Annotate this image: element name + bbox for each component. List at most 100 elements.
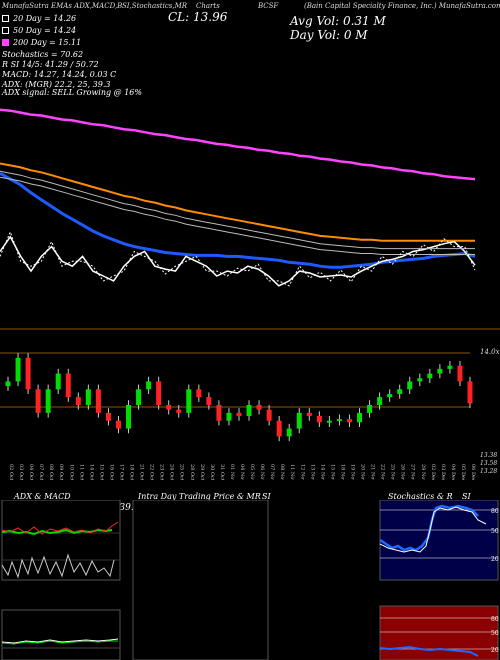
- candle-body: [326, 420, 332, 423]
- rsi-value: R SI 14/5: 41.29 / 50.72: [2, 60, 99, 69]
- candle-body: [126, 405, 132, 429]
- candle-body: [176, 409, 182, 413]
- ticker: BCSF: [258, 2, 279, 10]
- date-label: 24 Oct: [169, 464, 175, 480]
- price-label-3: 13.28: [480, 468, 498, 475]
- date-label: 01 Nov: [229, 464, 235, 480]
- date-label: 21 Nov: [370, 464, 376, 480]
- ema-chart: [0, 108, 500, 330]
- date-label: 02 Oct: [8, 464, 14, 480]
- date-label: 14 Oct: [88, 464, 94, 480]
- ema-20-line: [0, 171, 476, 269]
- date-label: 04 Oct: [28, 464, 34, 480]
- date-label: 31 Oct: [219, 464, 225, 480]
- date-label: 12 Nov: [299, 464, 305, 480]
- date-label: 05 Dec: [460, 464, 466, 480]
- date-label: 22 Nov: [380, 464, 386, 480]
- rsi-panel: [379, 605, 499, 660]
- candle-body: [35, 389, 41, 413]
- date-label: 07 Oct: [38, 464, 44, 480]
- candle-body: [457, 365, 463, 382]
- candle-body: [437, 368, 443, 374]
- candle-body: [427, 373, 433, 379]
- date-label: 20 Nov: [360, 464, 366, 480]
- candle-body: [236, 412, 242, 416]
- date-label: 15 Oct: [98, 464, 104, 480]
- candle-body: [256, 405, 262, 410]
- date-label: 08 Nov: [279, 464, 285, 480]
- price-label-1: 13.38: [480, 452, 498, 459]
- candle-body: [447, 365, 453, 369]
- price-line: [0, 235, 476, 287]
- stoch-panel-title: Stochastics & R: [388, 492, 453, 501]
- candle-body: [75, 397, 81, 405]
- stoch-level-50: 50: [491, 528, 499, 535]
- date-label: 22 Oct: [149, 464, 155, 480]
- candle-body: [196, 389, 202, 398]
- candle-body: [105, 412, 111, 421]
- adx-signal: ADX signal: SELL Growing @ 16%: [2, 88, 142, 97]
- candle-body: [296, 412, 302, 429]
- candle-body: [417, 378, 423, 382]
- date-label: 11 Nov: [289, 464, 295, 480]
- legend-item-200day: 200 Day = 15.11: [2, 38, 81, 47]
- stoch-level-80: 80: [491, 508, 499, 515]
- date-label: 05 Nov: [249, 464, 255, 480]
- ema-100-line: [0, 162, 475, 242]
- macd-signal-line: [1, 640, 118, 645]
- date-label: 25 Nov: [390, 464, 396, 480]
- candle-body: [15, 357, 21, 382]
- candle-body: [377, 397, 383, 405]
- candle-body: [186, 389, 192, 413]
- candle-body: [306, 412, 312, 416]
- stoch-label: SI,Stochastics,MR: [122, 2, 188, 10]
- date-label: 17 Oct: [118, 464, 124, 480]
- macd-line: [1, 638, 119, 644]
- date-label: 02 Dec: [430, 464, 436, 480]
- candle-body: [357, 412, 363, 423]
- minus-di-line: [1, 553, 115, 579]
- candle-body: [407, 381, 413, 390]
- date-label: 28 Oct: [189, 464, 195, 480]
- close-label: CL: 13.96: [168, 10, 228, 24]
- date-label: 27 Nov: [410, 464, 416, 480]
- candle-body: [85, 389, 91, 405]
- ema-label: MunafaSutra EMAs ADX,MACD,B: [2, 2, 123, 10]
- date-label: 25 Oct: [179, 464, 185, 480]
- date-label: 18 Nov: [339, 464, 345, 480]
- candle-body: [316, 416, 322, 423]
- stochastics-value: Stochastics = 70.62: [2, 50, 84, 59]
- date-label: 04 Dec: [450, 464, 456, 480]
- candle-body: [246, 405, 252, 416]
- candle-body: [136, 389, 142, 405]
- date-label: 23 Oct: [159, 464, 165, 480]
- candle-body: [266, 409, 272, 421]
- date-label: 09 Oct: [58, 464, 64, 480]
- date-label: 13 Nov: [309, 464, 315, 480]
- date-label: 30 Oct: [209, 464, 215, 480]
- day-volume: Day Vol: 0 M: [290, 28, 368, 42]
- adx-panel-title: ADX & MACD: [14, 492, 71, 501]
- candle-body: [397, 389, 403, 394]
- date-label: 14 Nov: [319, 464, 325, 480]
- date-label: 16 Oct: [108, 464, 114, 480]
- candle-body: [95, 389, 101, 413]
- date-label: 19 Nov: [349, 464, 355, 480]
- date-label: 21 Oct: [139, 464, 145, 480]
- candle-body: [226, 412, 232, 421]
- candle-body: [336, 419, 342, 422]
- candle-body: [346, 419, 352, 423]
- candle-body: [206, 397, 212, 405]
- date-label: 07 Nov: [269, 464, 275, 480]
- ema-200-line: [0, 108, 476, 181]
- candle-body: [146, 381, 152, 390]
- candle-body: [25, 357, 31, 390]
- plus-di-line: [1, 521, 119, 535]
- candle-body: [467, 381, 473, 404]
- candle-body: [5, 381, 11, 387]
- candle-body: [55, 373, 61, 390]
- date-label: 18 Oct: [129, 464, 135, 480]
- candle-body: [276, 420, 282, 437]
- intraday-panel-si: SI: [262, 492, 271, 501]
- candle-body: [156, 381, 162, 405]
